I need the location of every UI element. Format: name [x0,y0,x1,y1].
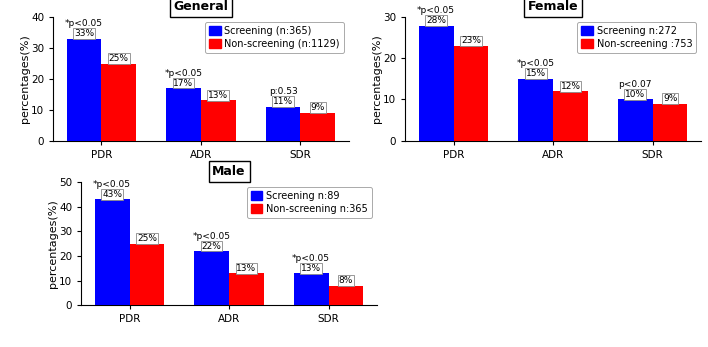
Bar [266,107,300,141]
Text: 13%: 13% [301,264,321,273]
Bar [294,273,329,305]
Text: 25%: 25% [109,54,129,63]
Legend: Screening n:272, Non-screening :753: Screening n:272, Non-screening :753 [577,22,696,53]
Bar [454,46,489,141]
Y-axis label: percentages(%): percentages(%) [20,35,30,123]
Text: 10%: 10% [625,90,645,99]
Text: *p<0.05: *p<0.05 [517,59,554,68]
Text: 9%: 9% [663,94,678,103]
Text: 28%: 28% [426,16,446,25]
Text: 25%: 25% [137,234,157,243]
Text: 33%: 33% [74,29,94,38]
Bar [95,200,130,305]
Text: *p<0.05: *p<0.05 [164,69,202,78]
Text: 17%: 17% [173,78,193,87]
Text: *p<0.05: *p<0.05 [292,254,330,263]
Title: General: General [173,0,229,14]
Text: 43%: 43% [102,190,122,199]
Legend: Screening n:89, Non-screening n:365: Screening n:89, Non-screening n:365 [247,187,372,218]
Text: 15%: 15% [525,69,546,78]
Text: 11%: 11% [273,97,293,106]
Bar [418,26,454,141]
Bar [329,286,363,305]
Y-axis label: percentages(%): percentages(%) [372,35,382,123]
Text: p<0.07: p<0.07 [619,80,652,89]
Bar [201,101,236,141]
Bar [300,113,336,141]
Text: 9%: 9% [311,103,325,112]
Y-axis label: percentages(%): percentages(%) [47,200,58,288]
Bar [553,91,588,141]
Title: Male: Male [212,165,246,178]
Bar [518,79,553,141]
Bar [166,88,201,141]
Text: 22%: 22% [202,242,222,251]
Text: *p<0.05: *p<0.05 [93,180,131,189]
Bar [130,244,164,305]
Text: p:0.53: p:0.53 [268,87,297,96]
Bar [653,103,687,141]
Bar [67,39,101,141]
Bar [618,100,653,141]
Text: 12%: 12% [561,82,581,91]
Text: *p<0.05: *p<0.05 [193,232,231,241]
Text: *p<0.05: *p<0.05 [65,19,103,28]
Text: *p<0.05: *p<0.05 [417,6,455,15]
Text: 13%: 13% [236,264,256,273]
Bar [101,64,136,141]
Bar [194,251,229,305]
Text: 23%: 23% [461,36,481,45]
Legend: Screening (n:365), Non-screening (n:1129): Screening (n:365), Non-screening (n:1129… [205,22,344,53]
Text: 8%: 8% [339,276,353,285]
Text: 13%: 13% [208,91,229,100]
Bar [229,273,264,305]
Title: Female: Female [527,0,578,14]
